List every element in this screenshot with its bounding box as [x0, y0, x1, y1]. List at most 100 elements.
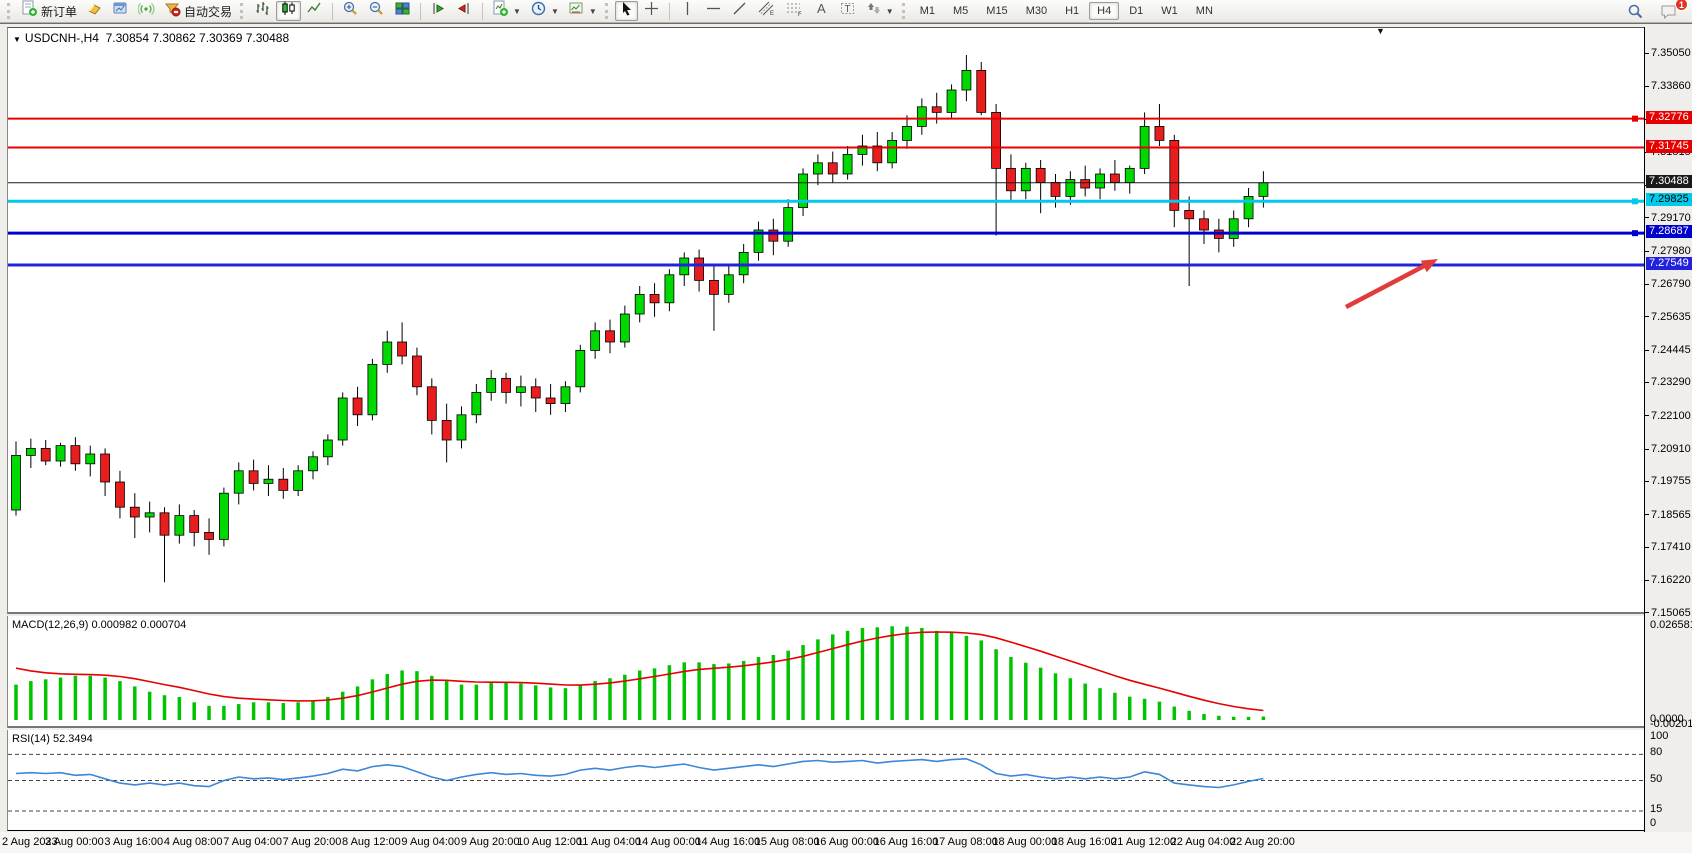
cursor-button[interactable] [614, 1, 638, 21]
timeframe-button-m1[interactable]: M1 [919, 5, 935, 17]
candle [337, 392, 348, 446]
toolbar-grip[interactable] [240, 3, 246, 19]
bar-chart-button[interactable] [250, 1, 275, 21]
macd-bar [1038, 667, 1043, 720]
one-click-trading-collapse-icon[interactable]: ▼ [13, 35, 21, 44]
symbol-title: ▼ USDCNH-,H4 7.30854 7.30862 7.30369 7.30… [13, 31, 289, 45]
time-axis[interactable]: 2 Aug 2023 3 Aug 00:00 3 Aug 16:00 4 Aug 08… [0, 832, 1692, 853]
tile-windows-button[interactable] [390, 1, 415, 21]
auto-trading-label: 自动交易 [184, 4, 233, 19]
candlestick-chart-icon [280, 0, 297, 22]
candle [70, 437, 81, 471]
text-tool[interactable]: A [809, 1, 834, 21]
macd-bar [994, 649, 998, 720]
macd-bar [786, 650, 790, 720]
chart-shift-icon [456, 0, 473, 22]
trendline-tool[interactable] [727, 1, 752, 21]
new-order-button[interactable]: 新订单 [17, 0, 81, 21]
timeframe-button-m5[interactable]: M5 [953, 5, 969, 17]
rsi-line [15, 757, 1264, 789]
price-tick: 7.33860 [1645, 80, 1691, 92]
toolbar-grip[interactable] [604, 3, 611, 19]
timeframe-button-d1[interactable]: D1 [1129, 5, 1144, 17]
candle [1154, 104, 1165, 146]
candle [1169, 134, 1180, 228]
text-label-tool[interactable]: T [835, 1, 860, 21]
ohlc-values: 7.30854 7.30862 7.30369 7.30488 [105, 31, 290, 45]
candlestick-chart[interactable] [8, 28, 1645, 615]
auto-scroll-button[interactable] [426, 1, 451, 21]
macd-bar [712, 664, 716, 720]
time-label: 4 Aug 08:00 [163, 836, 223, 848]
horizontal-line-tool[interactable] [701, 1, 726, 21]
candle [248, 459, 259, 491]
candle [352, 386, 363, 426]
rsi-pane[interactable]: RSI(14) 52.3494 [7, 730, 1645, 831]
macd-bar [266, 702, 271, 720]
chart-shift-marker-icon[interactable]: ▼ [1376, 26, 1385, 36]
macd-pane[interactable]: MACD(12,26,9) 0.000982 0.000704 [7, 616, 1644, 728]
zoom-out-button[interactable] [364, 1, 389, 21]
line-handle[interactable] [1632, 230, 1638, 237]
crosshair-button[interactable] [639, 1, 664, 21]
vertical-line-tool[interactable] [675, 1, 700, 21]
new-order-label: 新订单 [41, 4, 78, 19]
line-handle[interactable] [1632, 198, 1638, 205]
timeframe-button-mn[interactable]: MN [1195, 5, 1213, 17]
candle [1228, 210, 1239, 247]
candle [694, 249, 704, 292]
signal-icon [137, 0, 155, 22]
indicators-button[interactable]: ▼ [488, 0, 525, 21]
timeframe-button-m30[interactable]: M30 [1025, 5, 1048, 17]
price-axis[interactable]: 7.350507.338607.326707.315157.303257.291… [1644, 27, 1692, 832]
indicator-axis-tick: 80 [1650, 746, 1663, 759]
macd-bar [73, 675, 78, 720]
notifications-button[interactable]: 1 [1656, 0, 1688, 21]
chart-shift-button[interactable] [452, 1, 477, 21]
timeframe-button-m15[interactable]: M15 [986, 5, 1008, 17]
price-tick: 7.29170 [1645, 212, 1691, 224]
candle [768, 218, 779, 256]
toolbar-grip[interactable] [901, 3, 908, 19]
price-tick: 7.16220 [1645, 574, 1691, 586]
macd-bar [29, 681, 33, 720]
equidistant-channel-tool[interactable]: E [753, 1, 780, 21]
timeframe-button-h4[interactable]: H4 [1089, 2, 1120, 20]
timeframe-button-h1[interactable]: H1 [1065, 5, 1080, 17]
macd-bar [831, 634, 835, 720]
macd-bar [355, 686, 360, 720]
indicator-axis-tick: 0 [1650, 817, 1657, 829]
candle [1035, 160, 1046, 214]
signals-button[interactable] [134, 1, 159, 21]
quotes-icon [86, 0, 103, 22]
fibonacci-icon: F [785, 0, 804, 22]
auto-trading-button[interactable]: 自动交易 [160, 1, 236, 21]
candle [144, 501, 155, 533]
annotation-arrow[interactable] [1344, 263, 1428, 309]
arrows-tool[interactable]: ▼ [861, 1, 898, 21]
toolbar-grip[interactable] [7, 3, 13, 19]
macd-bar [845, 630, 850, 720]
auto-scroll-icon [430, 0, 447, 22]
templates-button[interactable]: ▼ [564, 1, 601, 21]
periods-button[interactable]: ▼ [526, 1, 563, 21]
macd-bar [1246, 716, 1251, 720]
zoom-in-button[interactable] [338, 1, 363, 21]
line-handle[interactable] [1632, 115, 1638, 122]
macd-bar [548, 687, 553, 720]
market-watch-button[interactable] [108, 1, 133, 21]
timeframe-button-w1[interactable]: W1 [1161, 5, 1178, 17]
fibonacci-tool[interactable]: F [781, 1, 808, 21]
search-button[interactable] [1623, 1, 1648, 21]
macd-bar [385, 674, 389, 720]
macd-bar [1083, 683, 1087, 720]
time-label: 7 Aug 04:00 [223, 836, 282, 848]
price-chart-pane[interactable]: ▼ USDCNH-,H4 7.30854 7.30862 7.30369 7.30… [7, 26, 1645, 615]
candle [530, 378, 541, 412]
auto-trading-icon [164, 0, 181, 22]
line-chart-button[interactable] [302, 1, 327, 21]
candlestick-chart-button[interactable] [276, 0, 302, 22]
quotes-button[interactable] [82, 1, 107, 21]
notification-badge: 1 [1675, 0, 1688, 11]
svg-text:A: A [817, 1, 826, 16]
